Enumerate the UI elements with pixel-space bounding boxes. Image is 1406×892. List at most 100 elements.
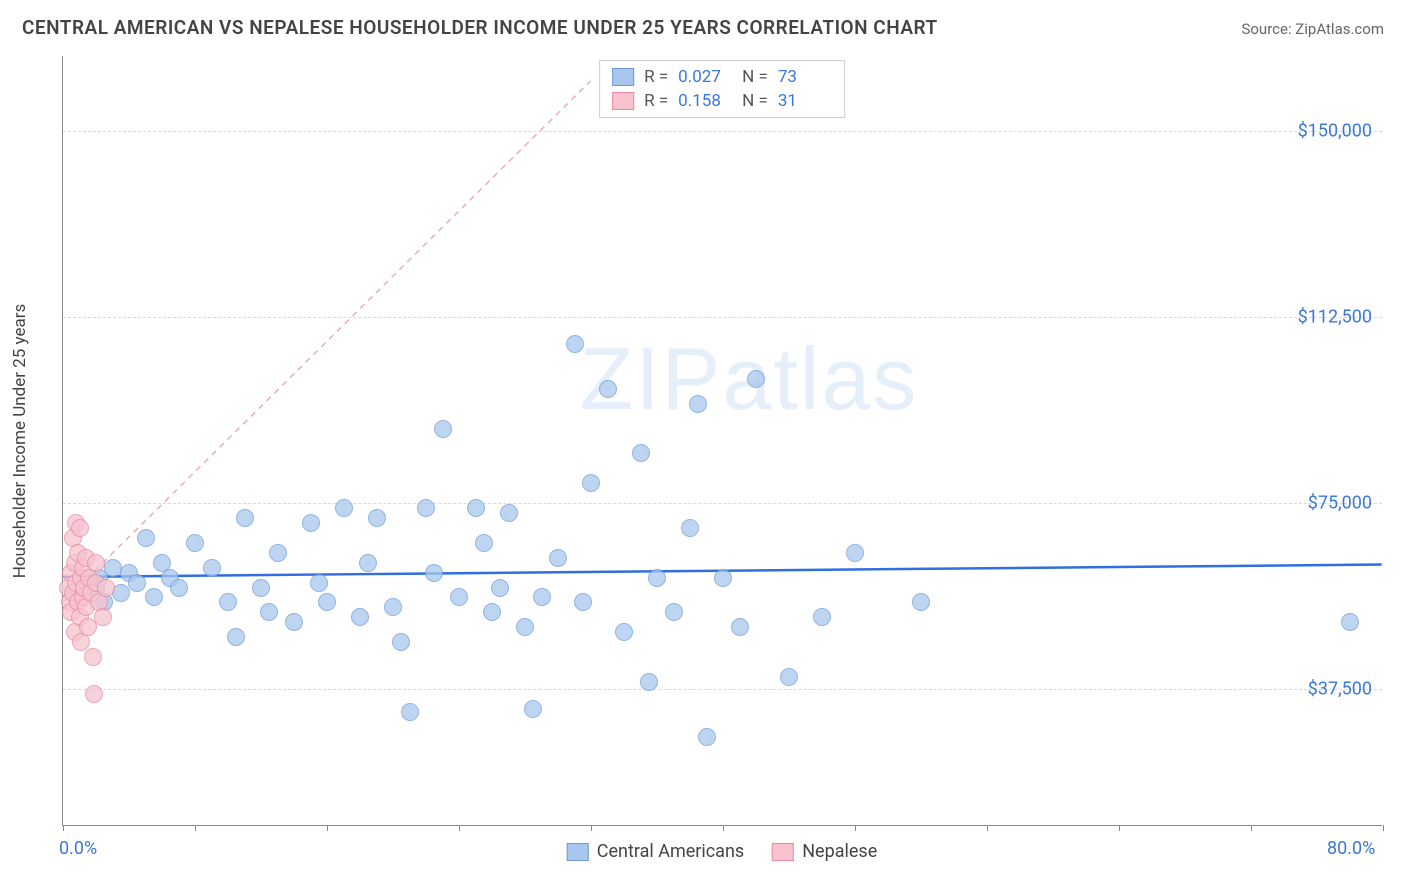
- scatter-point-central_americans: [582, 474, 600, 492]
- scatter-point-central_americans: [599, 380, 617, 398]
- scatter-point-nepalese: [71, 519, 89, 537]
- gridline-h: [63, 503, 1382, 504]
- y-tick-label: $112,500: [1298, 306, 1372, 327]
- legend-label: Central Americans: [597, 841, 744, 862]
- scatter-point-central_americans: [549, 549, 567, 567]
- scatter-point-central_americans: [236, 509, 254, 527]
- legend-swatch: [567, 843, 589, 861]
- x-tick: [855, 825, 856, 831]
- scatter-point-nepalese: [94, 608, 112, 626]
- stats-r-value: 0.027: [678, 67, 732, 87]
- scatter-point-central_americans: [846, 544, 864, 562]
- y-tick-label: $150,000: [1298, 120, 1372, 141]
- gridline-h: [63, 317, 1382, 318]
- y-tick-label: $37,500: [1308, 679, 1372, 700]
- scatter-point-central_americans: [128, 574, 146, 592]
- x-tick: [1251, 825, 1252, 831]
- scatter-point-central_americans: [747, 370, 765, 388]
- x-tick: [723, 825, 724, 831]
- chart-header: CENTRAL AMERICAN VS NEPALESE HOUSEHOLDER…: [0, 0, 1406, 49]
- scatter-point-central_americans: [467, 499, 485, 517]
- scatter-point-central_americans: [145, 588, 163, 606]
- scatter-point-central_americans: [813, 608, 831, 626]
- stats-n-value: 73: [778, 67, 832, 87]
- scatter-point-central_americans: [714, 569, 732, 587]
- scatter-point-central_americans: [368, 509, 386, 527]
- scatter-point-central_americans: [450, 588, 468, 606]
- scatter-point-central_americans: [632, 444, 650, 462]
- scatter-point-central_americans: [780, 668, 798, 686]
- scatter-point-central_americans: [689, 395, 707, 413]
- x-tick: [195, 825, 196, 831]
- legend-swatch: [612, 92, 634, 110]
- scatter-point-central_americans: [681, 519, 699, 537]
- scatter-point-central_americans: [392, 633, 410, 651]
- scatter-point-central_americans: [260, 603, 278, 621]
- scatter-point-central_americans: [491, 579, 509, 597]
- scatter-point-central_americans: [285, 613, 303, 631]
- x-tick-label: 80.0%: [1327, 838, 1375, 859]
- trend-lines: [63, 56, 1382, 825]
- scatter-point-central_americans: [351, 608, 369, 626]
- scatter-point-central_americans: [731, 618, 749, 636]
- scatter-point-central_americans: [335, 499, 353, 517]
- y-axis-title: Householder Income Under 25 years: [10, 304, 30, 579]
- gridline-h: [63, 689, 1382, 690]
- chart-title: CENTRAL AMERICAN VS NEPALESE HOUSEHOLDER…: [22, 16, 938, 39]
- scatter-point-central_americans: [566, 335, 584, 353]
- scatter-point-central_americans: [698, 728, 716, 746]
- scatter-point-central_americans: [500, 504, 518, 522]
- scatter-point-nepalese: [84, 648, 102, 666]
- scatter-point-central_americans: [384, 598, 402, 616]
- scatter-point-central_americans: [359, 554, 377, 572]
- x-tick-label: 0.0%: [59, 838, 97, 859]
- scatter-point-central_americans: [665, 603, 683, 621]
- legend-item: Central Americans: [567, 841, 744, 862]
- stats-legend-row: R = 0.027 N = 73: [608, 65, 836, 89]
- legend-swatch: [612, 68, 634, 86]
- scatter-point-central_americans: [137, 529, 155, 547]
- scatter-point-central_americans: [533, 588, 551, 606]
- stats-n-value: 31: [778, 91, 832, 111]
- stats-n-label: N =: [742, 67, 768, 87]
- scatter-point-central_americans: [475, 534, 493, 552]
- scatter-point-central_americans: [640, 673, 658, 691]
- scatter-point-central_americans: [615, 623, 633, 641]
- stats-r-value: 0.158: [678, 91, 732, 111]
- stats-legend: R = 0.027 N = 73R = 0.158 N = 31: [599, 60, 845, 118]
- legend-label: Nepalese: [802, 841, 877, 862]
- x-tick: [63, 825, 64, 831]
- scatter-point-central_americans: [203, 559, 221, 577]
- scatter-point-central_americans: [524, 700, 542, 718]
- scatter-point-nepalese: [97, 579, 115, 597]
- x-tick: [327, 825, 328, 831]
- plot-container: Householder Income Under 25 years ZIPatl…: [62, 56, 1382, 826]
- scatter-point-central_americans: [401, 703, 419, 721]
- scatter-point-central_americans: [483, 603, 501, 621]
- scatter-point-nepalese: [85, 685, 103, 703]
- x-tick: [1119, 825, 1120, 831]
- chart-source: Source: ZipAtlas.com: [1241, 20, 1384, 38]
- stats-n-label: N =: [742, 91, 768, 111]
- scatter-point-central_americans: [417, 499, 435, 517]
- scatter-point-central_americans: [302, 514, 320, 532]
- scatter-point-central_americans: [1341, 613, 1359, 631]
- stats-r-label: R =: [644, 67, 668, 87]
- x-tick: [591, 825, 592, 831]
- x-tick: [987, 825, 988, 831]
- gridline-h: [63, 131, 1382, 132]
- scatter-point-central_americans: [310, 574, 328, 592]
- scatter-point-central_americans: [186, 534, 204, 552]
- scatter-point-central_americans: [574, 593, 592, 611]
- scatter-point-central_americans: [227, 628, 245, 646]
- scatter-point-central_americans: [912, 593, 930, 611]
- scatter-point-central_americans: [219, 593, 237, 611]
- legend-swatch: [772, 843, 794, 861]
- watermark-bold: ZIP: [579, 329, 722, 428]
- scatter-point-central_americans: [170, 579, 188, 597]
- scatter-point-central_americans: [269, 544, 287, 562]
- legend-item: Nepalese: [772, 841, 877, 862]
- scatter-point-central_americans: [648, 569, 666, 587]
- x-tick: [459, 825, 460, 831]
- scatter-point-central_americans: [434, 420, 452, 438]
